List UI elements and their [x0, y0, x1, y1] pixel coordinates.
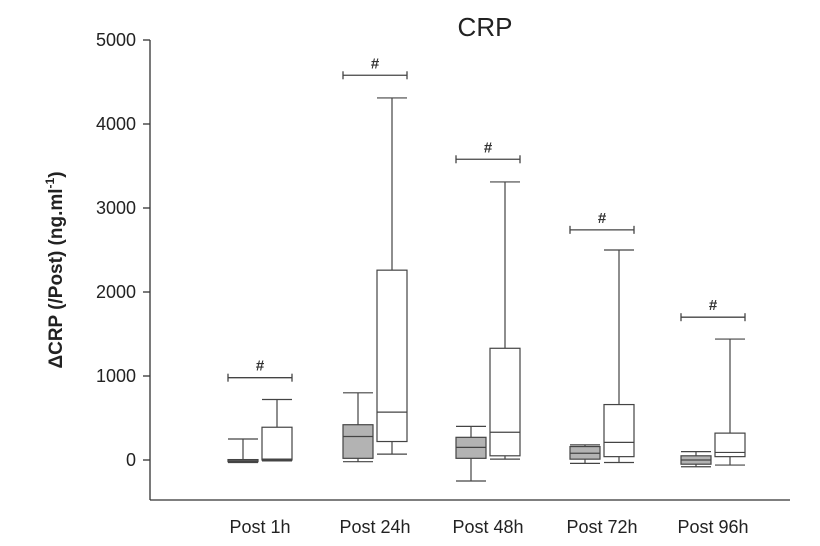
- box-iqr: [489, 347, 521, 457]
- significance-symbol: #: [709, 297, 718, 314]
- y-axis-label-main: ΔCRP (/Post) (ng.ml: [46, 188, 67, 368]
- y-axis-label: ΔCRP (/Post) (ng.ml-1): [43, 171, 67, 368]
- box-plot: [714, 338, 746, 466]
- significance-symbol: #: [256, 358, 265, 375]
- box-plots: [227, 97, 746, 482]
- significance-bracket: #: [569, 210, 635, 234]
- box-plot: [376, 97, 408, 455]
- chart-title: CRP: [458, 12, 513, 42]
- y-tick-label: 2000: [96, 282, 136, 302]
- significance-symbol: #: [371, 55, 380, 72]
- significance-bracket: #: [342, 55, 408, 80]
- significance-bracket: #: [227, 358, 293, 382]
- box-plot: [569, 444, 601, 464]
- category-labels: Post 1h Post 24h Post 48h Post 72h Post 96h: [229, 517, 748, 537]
- box-plot: [261, 398, 293, 462]
- significance-bracket: #: [455, 139, 521, 164]
- y-tick-label: 5000: [96, 30, 136, 50]
- significance-symbol: #: [484, 139, 493, 156]
- y-tick-label: 1000: [96, 366, 136, 386]
- x-category-label: Post 24h: [339, 517, 410, 537]
- y-axis-label-sup: -1: [43, 177, 57, 188]
- box-iqr: [603, 403, 635, 458]
- box-iqr: [714, 432, 746, 458]
- box-iqr: [261, 426, 293, 461]
- y-axis-label-tail: ): [46, 171, 67, 177]
- y-ticks: 0 1000 2000 3000 4000 5000: [96, 30, 150, 470]
- y-tick-label: 4000: [96, 114, 136, 134]
- box-iqr: [342, 424, 374, 459]
- x-category-label: Post 72h: [566, 517, 637, 537]
- y-tick-label: 3000: [96, 198, 136, 218]
- box-plot: [227, 438, 259, 464]
- x-category-label: Post 96h: [677, 517, 748, 537]
- box-plot: [342, 392, 374, 463]
- significance-markers: # # # # #: [227, 55, 746, 382]
- significance-symbol: #: [598, 210, 607, 227]
- box-plot: [455, 425, 487, 482]
- y-tick-label: 0: [126, 450, 136, 470]
- significance-bracket: #: [680, 297, 746, 322]
- x-category-label: Post 1h: [229, 517, 290, 537]
- box-plot: [489, 181, 521, 460]
- box-plot: [680, 451, 712, 468]
- box-iqr: [376, 269, 408, 443]
- x-category-label: Post 48h: [452, 517, 523, 537]
- box-plot: [603, 249, 635, 464]
- axes: [149, 40, 790, 501]
